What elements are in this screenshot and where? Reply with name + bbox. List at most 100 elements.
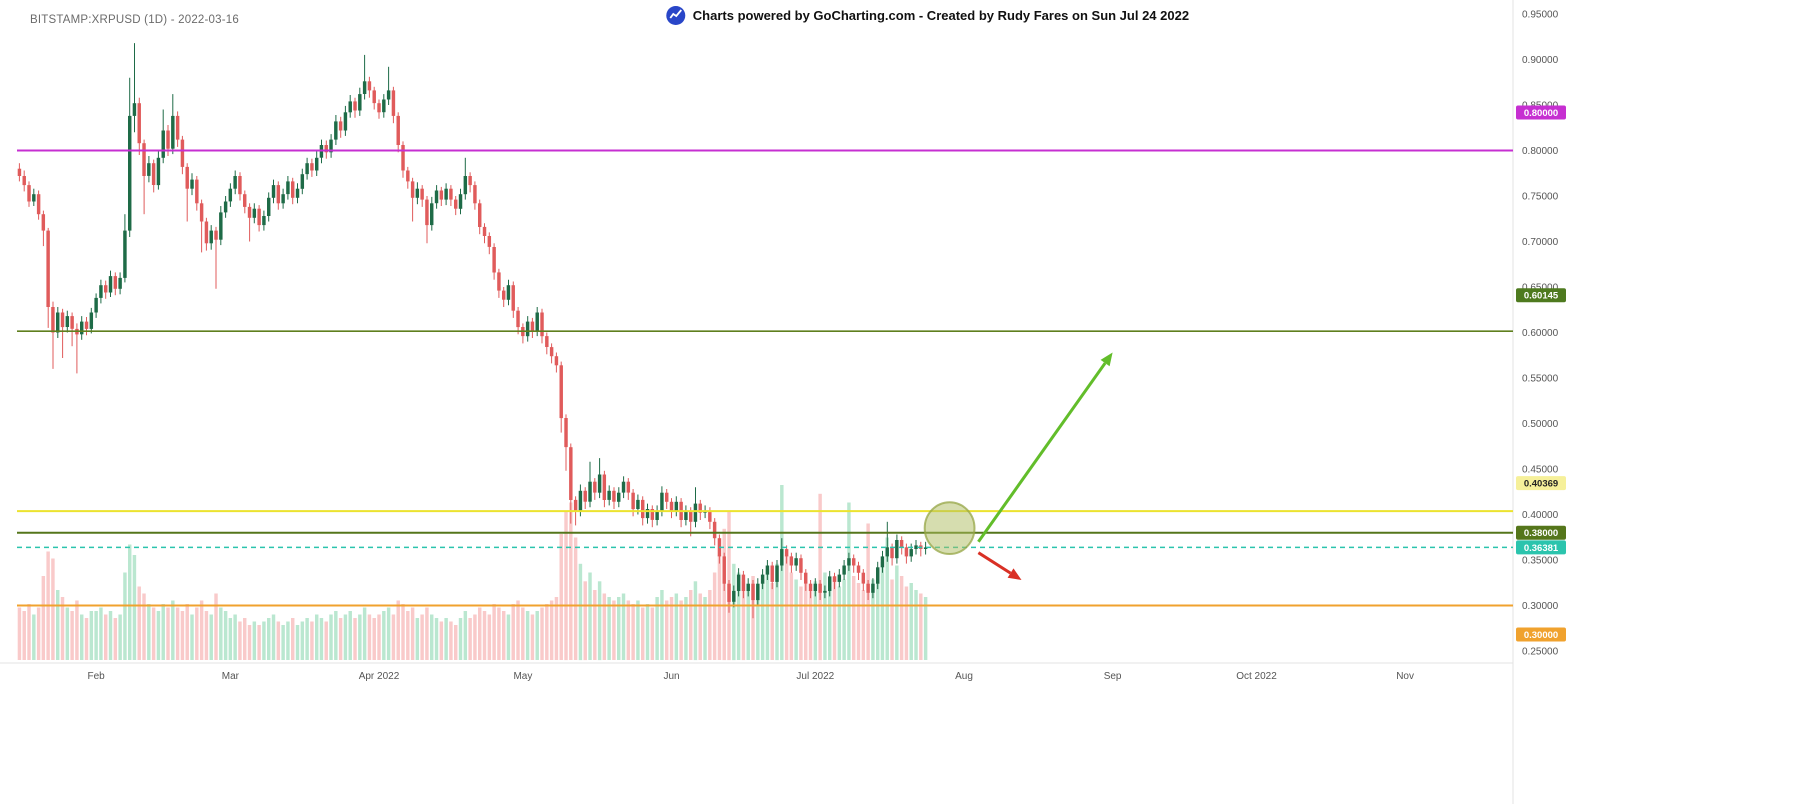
bullish-projection-arrow[interactable]: [977, 352, 1113, 543]
candle-body: [56, 312, 60, 333]
candle-body: [876, 567, 880, 584]
candle-body: [593, 481, 597, 493]
candle-body: [645, 509, 650, 519]
y-axis-tick-label: 0.55000: [1522, 374, 1559, 385]
x-axis-tick-label: Aug: [955, 671, 973, 682]
volume-bar: [367, 614, 372, 660]
candle-body: [281, 194, 285, 204]
watermark: Charts powered by GoCharting.com - Creat…: [665, 6, 1189, 25]
candle-body: [36, 194, 41, 215]
volume-bar: [151, 607, 156, 660]
volume-bar: [712, 572, 717, 660]
volume-bar: [430, 614, 434, 660]
volume-bar: [310, 621, 314, 660]
candle-body: [223, 201, 228, 213]
candle-body: [247, 206, 252, 218]
svg-text:0.80000: 0.80000: [1524, 108, 1558, 119]
y-axis-tick-label: 0.45000: [1522, 465, 1559, 476]
volume-bar: [823, 572, 827, 660]
candle-body: [473, 185, 477, 204]
ellipse-annotation[interactable]: [923, 501, 976, 555]
volume-bar: [84, 618, 89, 660]
candle-body: [449, 188, 453, 200]
candle-body: [914, 545, 918, 549]
volume-bar: [377, 614, 381, 660]
volume-bar: [559, 534, 563, 660]
volume-bar: [17, 607, 22, 660]
candle-body: [104, 285, 108, 293]
x-axis-tick-label: Jun: [663, 671, 679, 682]
volume-bar: [703, 597, 707, 660]
candle-body: [305, 163, 309, 175]
y-axis-tick-label: 0.40000: [1522, 510, 1559, 521]
candle-body: [525, 321, 530, 337]
candle-body: [564, 418, 568, 448]
candle-body: [391, 90, 396, 116]
volume-bar: [852, 576, 856, 660]
candle-body: [549, 347, 554, 357]
candle-body: [650, 509, 655, 520]
candle-body: [621, 481, 626, 493]
candle-body: [626, 481, 631, 493]
candle-body: [866, 583, 870, 593]
candle-body: [506, 285, 511, 300]
candle-body: [353, 101, 357, 111]
volume-bar: [51, 558, 55, 660]
candle-body: [204, 221, 209, 244]
candle-body: [478, 203, 482, 227]
candle-body: [909, 549, 913, 557]
candle-body: [425, 199, 429, 226]
volume-bar: [784, 555, 789, 660]
candle-body: [291, 181, 295, 198]
candle-body: [27, 185, 31, 202]
volume-bar: [161, 604, 165, 660]
volume-bar: [281, 625, 285, 660]
candle-body: [885, 547, 889, 557]
candle-body: [84, 321, 89, 329]
volume-bar: [329, 614, 333, 660]
volume-bar: [204, 611, 209, 660]
time-axis[interactable]: Feb Mar Apr 2022 May Jun Jul 2022 Aug Sep Oct 20…: [87, 671, 1414, 682]
volume-bar: [219, 607, 223, 660]
volume-bar: [549, 600, 554, 660]
candle-body: [334, 121, 338, 140]
volume-bar: [693, 581, 698, 661]
price-axis[interactable]: 0.950000.900000.850000.800000.750000.700…: [1522, 10, 1559, 658]
volume-bar: [276, 621, 281, 660]
candle-body: [310, 163, 314, 171]
volume-bar: [190, 614, 194, 660]
candle-body: [185, 166, 189, 189]
volume-bar: [118, 614, 122, 660]
candle-body: [142, 143, 146, 176]
y-axis-tick-label: 0.70000: [1522, 237, 1559, 248]
candle-body: [214, 230, 218, 240]
candle-body: [516, 310, 520, 328]
volume-bar: [808, 590, 813, 660]
volume-bar: [295, 625, 300, 660]
volume-bar: [832, 576, 837, 660]
volume-bar: [123, 572, 127, 660]
bearish-projection-arrow[interactable]: [977, 551, 1022, 580]
candle-body: [70, 316, 74, 329]
volume-bar: [583, 581, 587, 661]
volume-bar: [410, 607, 415, 660]
volume-bar: [511, 604, 515, 660]
volume-bar: [876, 569, 880, 660]
candle-body: [382, 99, 386, 113]
candle-body: [377, 103, 381, 113]
y-axis-tick-label: 0.95000: [1522, 10, 1559, 21]
volume-bar: [736, 572, 741, 660]
volume-bar: [732, 563, 736, 661]
volume-bar: [617, 597, 621, 660]
candle-body: [751, 583, 755, 601]
candle-body: [554, 356, 559, 366]
volume-bar: [775, 563, 779, 661]
volume-bar: [909, 583, 913, 660]
volume-bar: [60, 597, 65, 660]
candle-body: [760, 574, 765, 584]
volume-bar: [578, 563, 583, 661]
volume-bar: [525, 611, 530, 660]
candle-body: [597, 474, 602, 493]
